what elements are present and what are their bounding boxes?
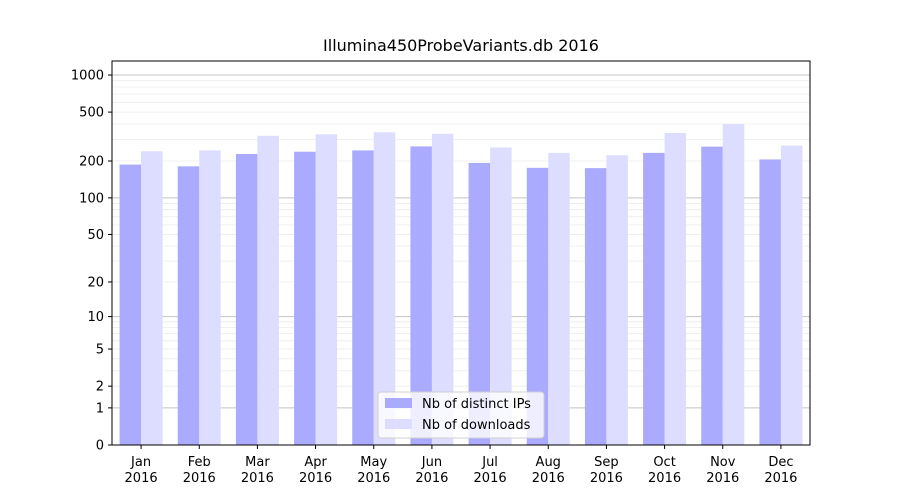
x-tick-label-month: Dec xyxy=(768,455,793,470)
legend-label: Nb of distinct IPs xyxy=(422,397,531,412)
legend-box xyxy=(377,391,545,439)
y-tick-label: 2 xyxy=(96,380,104,395)
y-tick-label: 1000 xyxy=(71,69,104,84)
x-tick-label-year: 2016 xyxy=(474,471,507,486)
bar-distinct-ips xyxy=(701,146,723,445)
bar-distinct-ips xyxy=(352,150,374,445)
y-tick-label: 20 xyxy=(87,275,104,290)
x-tick-label-year: 2016 xyxy=(299,471,332,486)
x-tick-label-year: 2016 xyxy=(764,471,797,486)
y-tick-label: 5 xyxy=(96,343,104,358)
bar-downloads xyxy=(257,135,279,446)
bar-distinct-ips xyxy=(177,166,200,445)
bar-distinct-ips xyxy=(119,164,142,445)
bar-distinct-ips xyxy=(294,151,316,445)
bar-downloads xyxy=(780,145,803,445)
grid-layer xyxy=(112,74,810,409)
bar-distinct-ips xyxy=(759,159,781,445)
bar-downloads xyxy=(431,133,454,445)
x-tick-label-year: 2016 xyxy=(183,471,216,486)
bar-downloads xyxy=(141,151,163,445)
x-tick-label-year: 2016 xyxy=(125,471,158,486)
bar-downloads xyxy=(606,155,628,446)
x-tick-label-month: Sep xyxy=(594,455,619,470)
bar-distinct-ips xyxy=(235,154,258,445)
x-tick-label-year: 2016 xyxy=(648,471,681,486)
x-tick-label-month: Nov xyxy=(710,455,736,470)
chart-title: Illumina450ProbeVariants.db 2016 xyxy=(323,36,599,55)
x-tick-label-month: May xyxy=(360,455,387,470)
bar-distinct-ips xyxy=(643,152,665,445)
bar-downloads xyxy=(373,132,396,446)
x-tick-label-month: Jan xyxy=(130,455,151,470)
x-tick-label-month: Mar xyxy=(245,455,270,470)
bar-downloads xyxy=(315,134,338,446)
legend-label: Nb of downloads xyxy=(422,418,531,433)
x-tick-label-month: Oct xyxy=(653,455,675,470)
bar-downloads xyxy=(664,133,687,446)
axes-layer: 01251020501002005001000Jan2016Feb2016Mar… xyxy=(71,60,811,486)
x-tick-label-year: 2016 xyxy=(706,471,739,486)
legend-swatch xyxy=(385,419,412,429)
bar-downloads xyxy=(490,147,512,446)
bar-downloads xyxy=(199,150,221,445)
x-tick-label-year: 2016 xyxy=(241,471,274,486)
x-tick-label-month: Aug xyxy=(536,455,561,470)
y-tick-label: 0 xyxy=(96,439,104,454)
plot-frame xyxy=(111,60,811,446)
y-tick-label: 200 xyxy=(79,155,104,170)
bar-distinct-ips xyxy=(468,162,491,445)
y-tick-label: 50 xyxy=(87,228,104,243)
bar-downloads xyxy=(722,123,745,445)
bar-distinct-ips xyxy=(526,167,549,445)
x-tick-label-month: Jul xyxy=(481,455,498,470)
y-tick-label: 1 xyxy=(96,401,104,416)
bar-downloads xyxy=(548,152,570,445)
x-tick-label-year: 2016 xyxy=(415,471,448,486)
bar-distinct-ips xyxy=(410,146,432,446)
x-tick-label-month: Feb xyxy=(188,455,211,470)
x-tick-label-year: 2016 xyxy=(532,471,565,486)
y-tick-label: 500 xyxy=(79,106,104,121)
legend: Nb of distinct IPs Nb of downloads xyxy=(377,391,545,439)
legend-swatch xyxy=(385,398,412,408)
bar-distinct-ips xyxy=(584,168,607,446)
bars-layer xyxy=(119,123,803,446)
x-tick-label-year: 2016 xyxy=(357,471,390,486)
x-tick-label-month: Apr xyxy=(304,455,327,470)
y-tick-label: 10 xyxy=(87,310,104,325)
y-tick-label: 100 xyxy=(79,191,104,206)
x-tick-label-year: 2016 xyxy=(590,471,623,486)
x-tick-label-month: Jun xyxy=(421,455,442,470)
